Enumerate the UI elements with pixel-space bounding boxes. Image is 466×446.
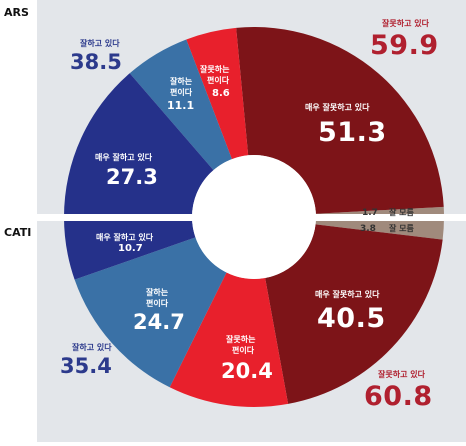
- cati-unknown-value: 3.8: [360, 224, 376, 234]
- cati-good-total-value: 35.4: [60, 354, 112, 378]
- ars-good-line2: 편이다: [170, 88, 193, 97]
- ars-bad-value: 8.6: [212, 88, 230, 99]
- cati-bad-line1: 잘못하는: [226, 335, 256, 344]
- donut-slices: [64, 26, 444, 407]
- chart1-slice-0: [315, 217, 444, 240]
- chart1-slice-4: [64, 217, 196, 280]
- ars-good-total-value: 38.5: [70, 50, 122, 74]
- chart0-slice-1: [236, 26, 444, 214]
- cati-good-value: 24.7: [133, 310, 185, 334]
- ars-good-value: 11.1: [167, 99, 195, 112]
- ars-good-line1: 잘하는: [170, 77, 193, 86]
- ars-bad-line1: 잘못하는: [200, 65, 230, 74]
- chart1-slice-1: [265, 224, 443, 404]
- chart0-slice-2: [186, 27, 249, 160]
- chart1-slice-2: [169, 272, 289, 407]
- cati-section-title: CATI: [4, 226, 32, 239]
- cati-good-line1: 잘하는: [146, 288, 169, 297]
- chart0-slice-4: [64, 73, 214, 217]
- cati-very-good-value: 10.7: [118, 243, 143, 254]
- donut-hole: [192, 155, 316, 279]
- ars-section-title: ARS: [4, 6, 29, 19]
- cati-unknown-label: 잘 모름: [389, 224, 414, 233]
- ars-bad-line2: 편이다: [207, 76, 230, 85]
- chart0-slice-3: [129, 39, 232, 171]
- ars-very-bad-value: 51.3: [318, 117, 387, 148]
- cati-bad-total-label: 잘못하고 있다: [378, 370, 425, 379]
- cati-very-good-label: 매우 잘하고 있다: [96, 233, 154, 242]
- cati-very-bad-label: 매우 잘못하고 있다: [315, 290, 380, 299]
- cati-bad-total-value: 60.8: [364, 381, 433, 412]
- ars-unknown-value: 1.7: [362, 208, 378, 218]
- ars-good-total-label: 잘하고 있다: [80, 39, 120, 48]
- ars-unknown-label: 잘 모름: [389, 208, 414, 217]
- cati-very-bad-value: 40.5: [317, 303, 386, 334]
- ars-bad-total-label: 잘못하고 있다: [382, 19, 429, 28]
- ars-bad-total-value: 59.9: [370, 30, 439, 61]
- cati-good-total-label: 잘하고 있다: [72, 343, 112, 352]
- cati-bad-value: 20.4: [221, 359, 273, 383]
- ars-very-good-label: 매우 잘하고 있다: [95, 153, 153, 162]
- chart1-slice-3: [74, 237, 227, 388]
- cati-good-line2: 편이다: [146, 299, 169, 308]
- ars-very-bad-label: 매우 잘못하고 있다: [305, 103, 370, 112]
- cati-bad-line2: 편이다: [232, 346, 255, 355]
- ars-very-good-value: 27.3: [106, 165, 158, 189]
